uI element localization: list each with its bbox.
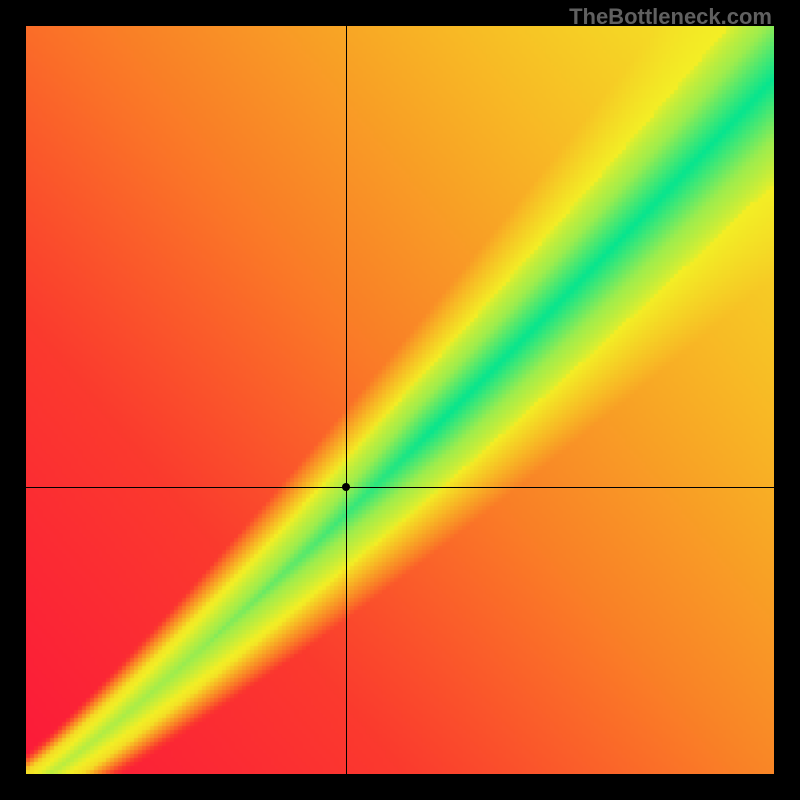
crosshair-horizontal (26, 487, 774, 488)
bottleneck-heatmap (26, 26, 774, 774)
crosshair-vertical (346, 26, 347, 774)
heatmap-canvas (26, 26, 774, 774)
watermark-text: TheBottleneck.com (569, 4, 772, 30)
crosshair-marker (342, 483, 350, 491)
